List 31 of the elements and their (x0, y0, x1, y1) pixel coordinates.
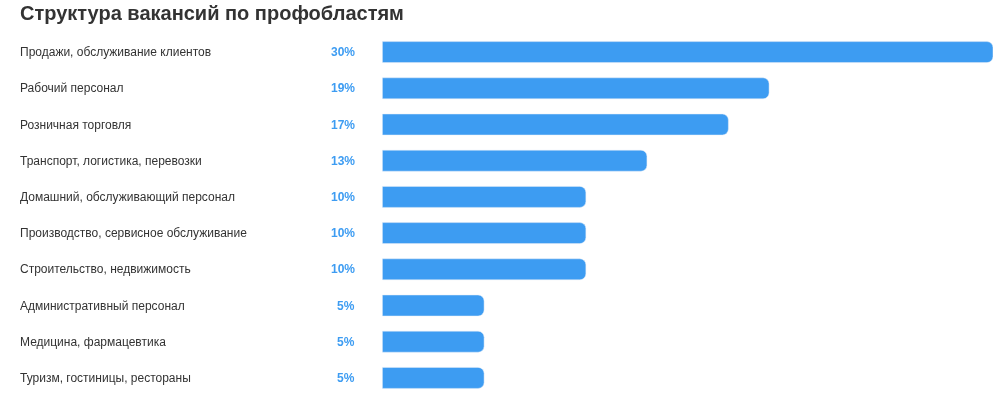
bar (382, 258, 587, 281)
data-label: 17% (331, 118, 356, 132)
bar (382, 222, 587, 244)
y-tick-label: Туризм, гостиницы, рестораны (20, 371, 191, 385)
data-label: 10% (331, 226, 356, 240)
y-tick-label: Производство, сервисное обслуживание (20, 226, 248, 240)
data-label: 10% (331, 190, 356, 204)
data-label: 30% (331, 45, 356, 59)
bar (382, 186, 587, 208)
data-label: 10% (331, 262, 356, 276)
bar (382, 113, 729, 136)
bar (382, 149, 648, 172)
data-label: 13% (331, 154, 356, 168)
y-tick-label: Административный персонал (20, 299, 185, 313)
y-tick-label: Домашний, обслуживающий персонал (20, 190, 235, 204)
y-tick-label: Розничная торговля (20, 118, 132, 132)
bar (382, 77, 770, 100)
y-tick-label: Продажи, обслуживание клиентов (20, 45, 212, 59)
bar (382, 367, 485, 389)
data-label: 5% (337, 335, 355, 349)
y-tick-label: Медицина, фармацевтика (20, 335, 167, 349)
bar (382, 330, 485, 353)
bar (382, 41, 993, 63)
data-label: 19% (331, 81, 356, 95)
text: Структура вакансий по профобластям (20, 2, 404, 24)
data-label: 5% (337, 299, 355, 313)
y-tick-label: Транспорт, логистика, перевозки (20, 154, 202, 168)
data-label: 5% (337, 371, 355, 385)
bar (382, 294, 485, 317)
y-tick-label: Рабочий персонал (20, 81, 124, 95)
y-tick-label: Строительство, недвижимость (20, 262, 191, 276)
